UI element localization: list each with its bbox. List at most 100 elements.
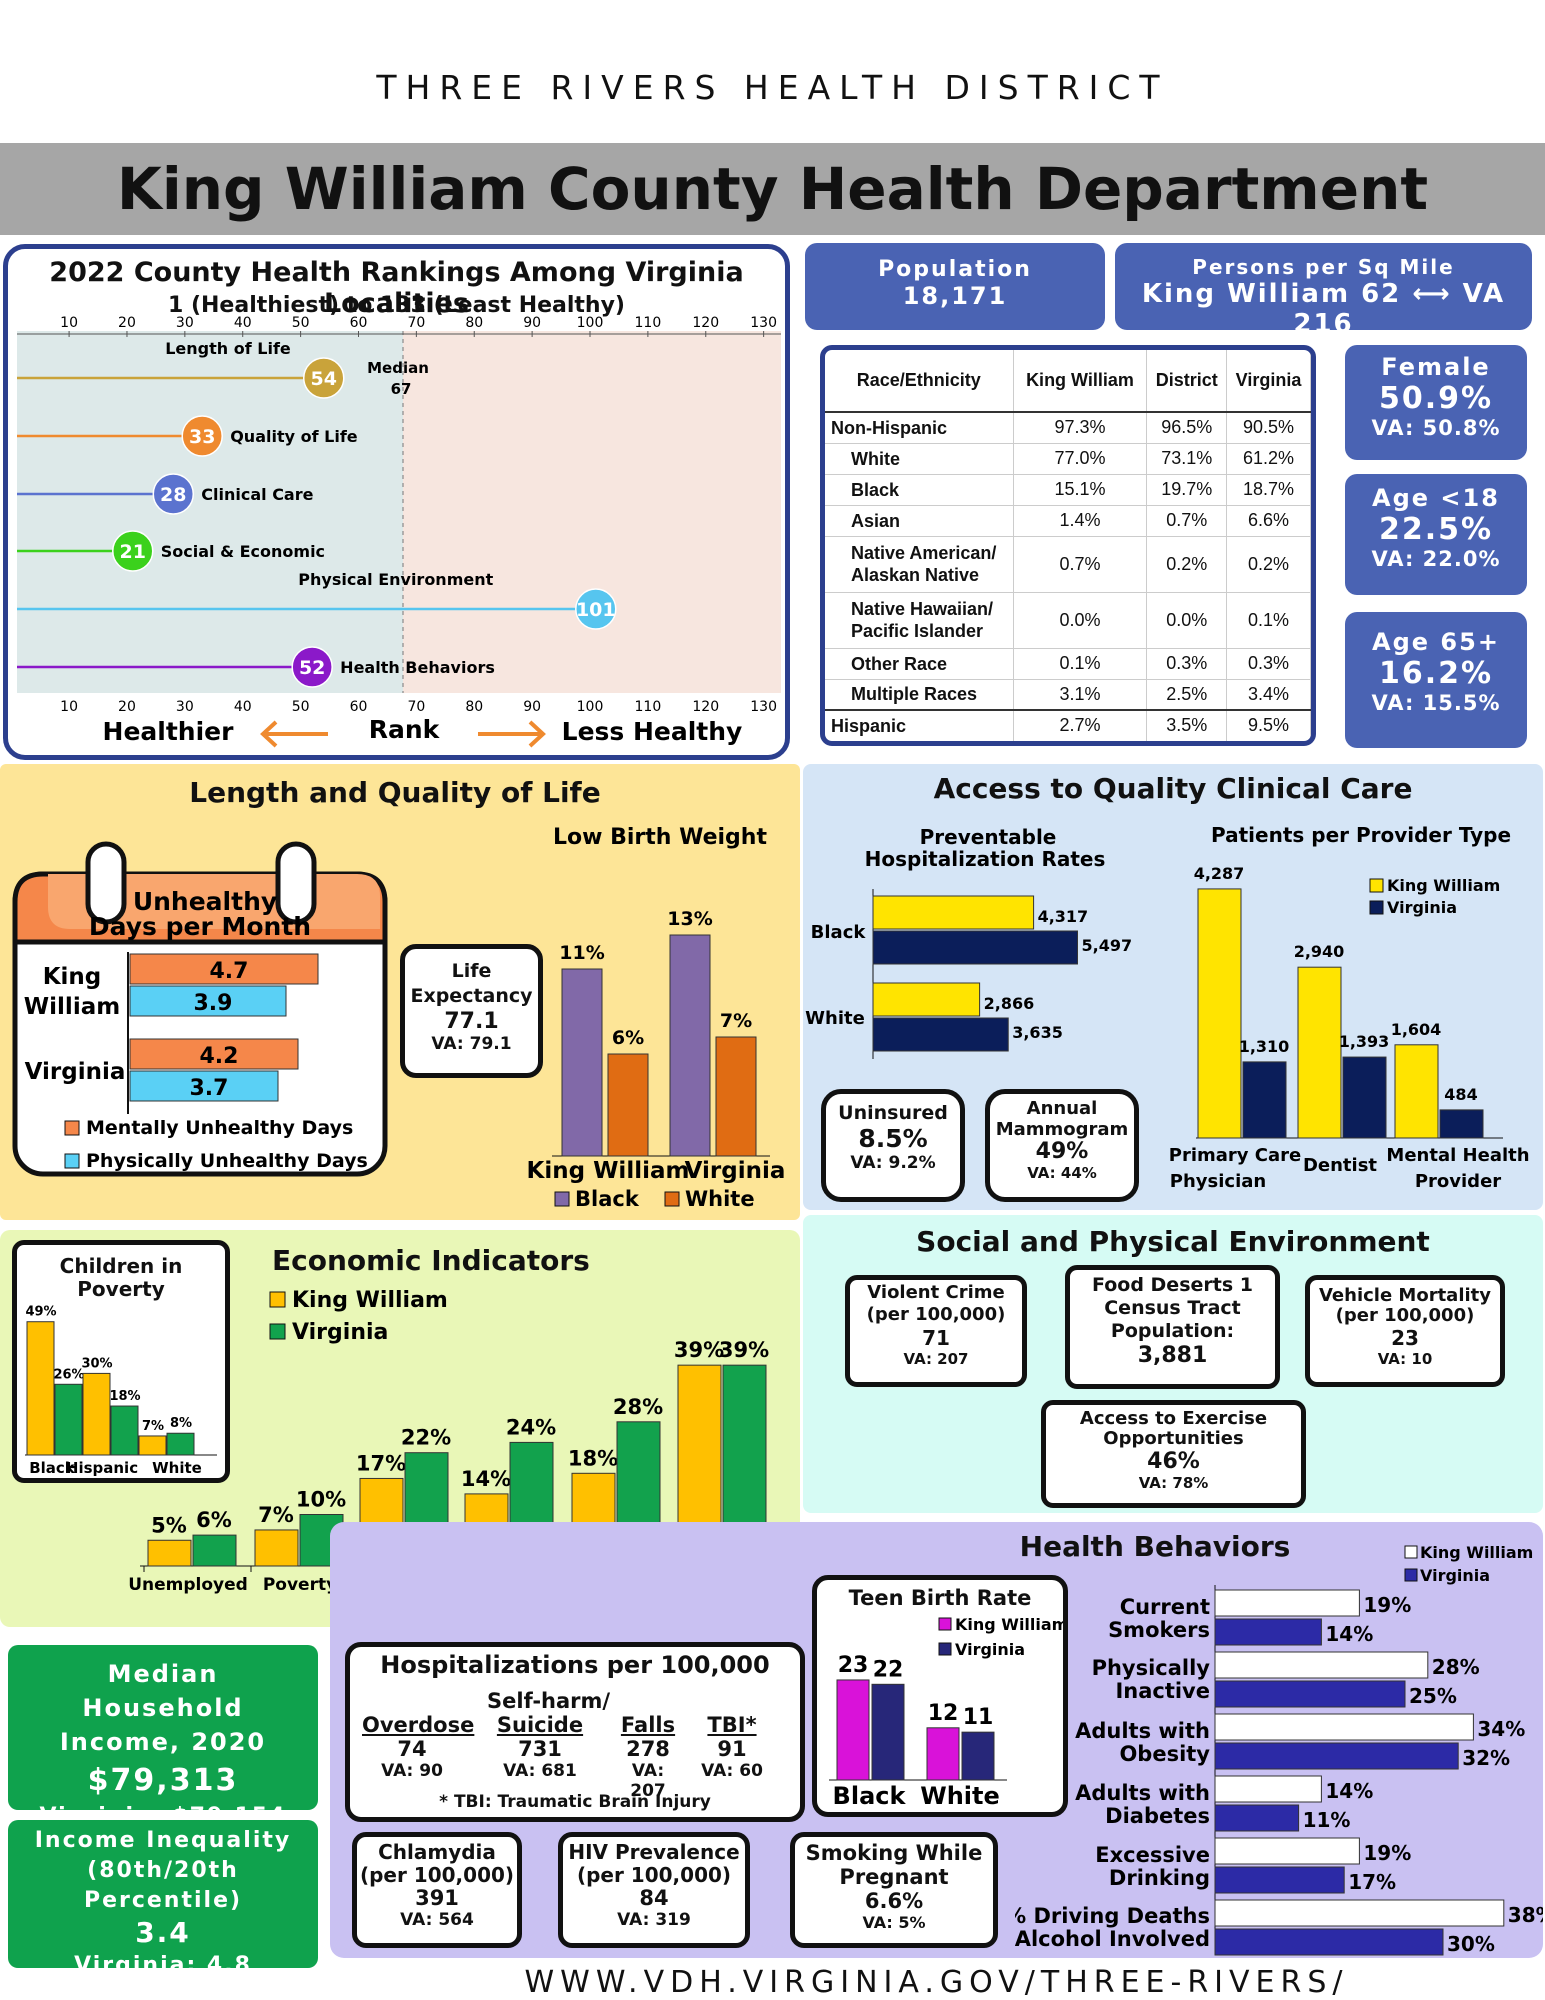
race-cell: 97.3% (1013, 412, 1148, 444)
lbw-value: 6% (612, 1027, 644, 1049)
rank-tick-bottom: 70 (407, 699, 425, 715)
exercise-value: 46% (1147, 1449, 1200, 1474)
race-header: Race/Ethnicity (825, 350, 1014, 413)
chlamydia-value: 391 (415, 1886, 459, 1910)
race-row: Other Race 0.1% 0.3% 0.3% (825, 648, 1311, 680)
teen-bar (836, 1679, 870, 1781)
provider-bar (1242, 1061, 1287, 1139)
cip-value: 49% (25, 1305, 56, 1320)
cip-chart: 49% 26%30% 18%7% 8% Black Hispanic White (25, 1305, 217, 1477)
behaviors-title: Health Behaviors (1019, 1530, 1291, 1563)
behavior-bar (1214, 1866, 1345, 1894)
econ-bar (147, 1539, 192, 1567)
provider-bar (1394, 1044, 1439, 1139)
life-va: VA: 79.1 (431, 1034, 512, 1054)
clinical-title: Access to Quality Clinical Care (933, 772, 1413, 805)
hosp-selfharm-top: Self-harm/ (487, 1689, 611, 1713)
median-label: Median (367, 359, 429, 377)
rank-label: Length of Life (165, 339, 291, 358)
hosp-item: Falls 278 VA: 207 (613, 1713, 683, 1801)
violent-crime-box: Violent Crime (per 100,000) 71 VA: 207 (845, 1275, 1027, 1387)
unhealthy-title-2: Days per Month (89, 912, 311, 941)
rank-value: 21 (120, 541, 146, 563)
prov-cat-pcp-2: Physician (1170, 1171, 1266, 1192)
mammo-value: 49% (1035, 1139, 1089, 1164)
hosp-item-va: VA: 90 (381, 1761, 443, 1781)
unhealthy-bar (129, 953, 319, 985)
lbw-legend-black: Black (575, 1187, 640, 1211)
hosp-title-2: Hospitalization Rates (865, 847, 1106, 871)
rank-dot (575, 588, 617, 630)
econ-value: 14% (461, 1467, 511, 1491)
rank-tick-top: 100 (577, 315, 604, 331)
district-name: THREE RIVERS HEALTH DISTRICT (376, 68, 1169, 107)
hb-cat-obesity-2: Obesity (1119, 1742, 1210, 1766)
rank-tick-top: 70 (407, 315, 425, 331)
race-cell: 1.4% (1013, 505, 1148, 537)
rank-tick-bottom: 20 (118, 699, 136, 715)
rank-tick-bottom: 110 (635, 699, 662, 715)
teen-bar (961, 1731, 995, 1781)
race-cell: 73.1% (1146, 443, 1228, 475)
econ-value: 24% (506, 1415, 556, 1439)
race-cell: 3.1% (1013, 679, 1148, 711)
rank-value: 33 (189, 426, 215, 448)
race-cell: 61.2% (1226, 443, 1311, 475)
teen-bar (926, 1727, 960, 1781)
footer-url[interactable]: WWW.VDH.VIRGINIA.GOV/THREE-RIVERS/ (524, 1965, 1349, 2000)
lbw-cat-va: Virginia (685, 1158, 786, 1184)
teen-value: 22 (873, 1657, 904, 1682)
rank-tick-bottom: 40 (234, 699, 252, 715)
lbw-bar (561, 968, 603, 1157)
provider-value: 2,940 (1294, 942, 1345, 961)
cip-value: 30% (81, 1356, 112, 1371)
hosp-bar (872, 982, 981, 1017)
rank-tick-top: 30 (176, 315, 194, 331)
mammogram-box: Annual Mammogram 49% VA: 44% (985, 1089, 1139, 1202)
hosp-cat-white: White (805, 1008, 865, 1029)
prov-cat-mh-2: Provider (1415, 1171, 1501, 1192)
chlamydia-box: Chlamydia (per 100,000) 391 VA: 564 (352, 1832, 522, 1948)
hosp-item-label: TBI* (707, 1713, 757, 1737)
ineq-va: Virginia: 4.8 (74, 1953, 252, 1978)
behavior-value: 19% (1363, 1593, 1411, 1617)
lbw-legend-white: White (685, 1187, 755, 1211)
behavior-bar (1214, 1680, 1406, 1708)
hosp-value: 2,866 (984, 994, 1035, 1013)
population-value: 18,171 (902, 282, 1008, 310)
income-label: Median Household Income, 2020 (59, 1660, 267, 1756)
cip-value: 7% (142, 1419, 164, 1434)
cip-title: Children in Poverty (59, 1254, 183, 1301)
lbw-value: 11% (559, 942, 604, 964)
behavior-bar (1214, 1775, 1322, 1803)
rankings-title: 2022 County Health Rankings Among Virgin… (49, 257, 744, 319)
race-cell: 15.1% (1013, 474, 1148, 506)
hosp-title-1: Preventable (920, 825, 1057, 849)
race-row: Non-Hispanic 97.3% 96.5% 90.5% (825, 412, 1311, 444)
life-value: 77.1 (444, 1009, 499, 1034)
exercise-label: Access to Exercise Opportunities (1079, 1408, 1268, 1449)
econ-value: 39% (674, 1338, 724, 1362)
hosp-item-va: VA: 681 (503, 1761, 577, 1781)
rank-dot (112, 530, 154, 572)
clinical-chart: Preventable Hospitalization Rates Black … (805, 823, 1529, 1192)
provider-value: 484 (1444, 1085, 1477, 1104)
race-row: Hispanic 2.7% 3.5% 9.5% (825, 709, 1311, 741)
social-title: Social and Physical Environment (916, 1225, 1430, 1258)
chlamydia-va: VA: 564 (400, 1910, 474, 1930)
race-cell: 2.5% (1146, 679, 1228, 711)
crime-va: VA: 207 (903, 1350, 969, 1368)
rank-tick-top: 110 (635, 315, 662, 331)
lbw-value: 13% (667, 908, 712, 930)
behavior-value: 11% (1303, 1808, 1351, 1832)
unhealthy-title-1: Unhealthy (133, 887, 277, 916)
clinical-panel: Access to Quality Clinical Care Preventa… (803, 764, 1543, 1210)
provider-value: 1,310 (1239, 1037, 1290, 1056)
smoking-pregnant-box: Smoking While Pregnant 6.6% VA: 5% (790, 1832, 998, 1948)
econ-value: 10% (296, 1488, 346, 1512)
chlamydia-label: Chlamydia (per 100,000) (359, 1840, 515, 1887)
cip-bar (82, 1372, 111, 1456)
hiv-va: VA: 319 (617, 1910, 691, 1930)
arrow-left-icon (260, 720, 328, 748)
behavior-bar (1214, 1651, 1429, 1679)
